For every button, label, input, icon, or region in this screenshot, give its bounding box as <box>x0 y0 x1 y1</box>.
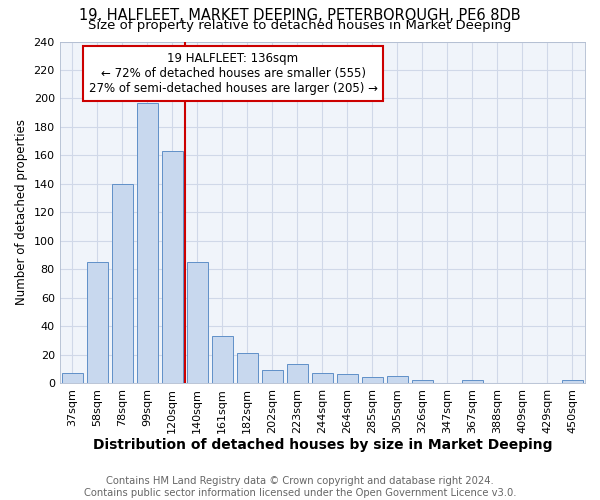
Bar <box>236 353 258 383</box>
X-axis label: Distribution of detached houses by size in Market Deeping: Distribution of detached houses by size … <box>92 438 552 452</box>
Bar <box>337 374 358 383</box>
Bar <box>562 380 583 383</box>
Bar <box>212 336 233 383</box>
Bar <box>412 380 433 383</box>
Text: Size of property relative to detached houses in Market Deeping: Size of property relative to detached ho… <box>88 19 512 32</box>
Y-axis label: Number of detached properties: Number of detached properties <box>15 119 28 305</box>
Text: Contains HM Land Registry data © Crown copyright and database right 2024.
Contai: Contains HM Land Registry data © Crown c… <box>84 476 516 498</box>
Bar <box>112 184 133 383</box>
Bar <box>462 380 483 383</box>
Bar <box>161 151 183 383</box>
Text: 19 HALFLEET: 136sqm
← 72% of detached houses are smaller (555)
27% of semi-detac: 19 HALFLEET: 136sqm ← 72% of detached ho… <box>89 52 377 94</box>
Bar <box>287 364 308 383</box>
Bar <box>187 262 208 383</box>
Bar <box>387 376 408 383</box>
Bar <box>312 373 333 383</box>
Bar <box>362 378 383 383</box>
Bar <box>137 102 158 383</box>
Bar <box>62 373 83 383</box>
Text: 19, HALFLEET, MARKET DEEPING, PETERBOROUGH, PE6 8DB: 19, HALFLEET, MARKET DEEPING, PETERBOROU… <box>79 8 521 22</box>
Bar <box>262 370 283 383</box>
Bar <box>86 262 108 383</box>
